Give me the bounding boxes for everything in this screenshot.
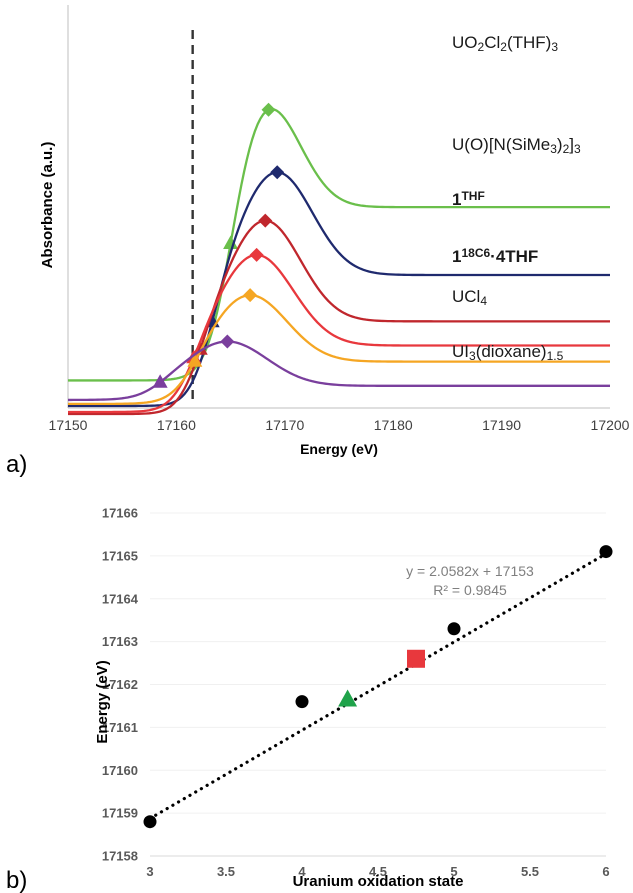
panel-b-y-tick: 17161 bbox=[102, 720, 138, 735]
panel-a-label: a) bbox=[6, 451, 27, 478]
data-point-circle bbox=[447, 622, 461, 636]
peak-diamond-marker bbox=[261, 102, 276, 117]
series-label: UI3(dioxane)1.5 bbox=[452, 342, 564, 363]
panel-a-spectra: 17150 17160 17170 17180 17190 17200 UO2Cl2(TH… bbox=[6, 5, 630, 478]
panel-b-y-tick: 17160 bbox=[102, 763, 138, 778]
panel-b-x-tick: 4 bbox=[298, 864, 306, 879]
edge-triangle-marker bbox=[187, 353, 203, 367]
panel-b-y-tick: 17164 bbox=[102, 591, 139, 606]
series-label: UO2Cl2(THF)3 bbox=[452, 33, 558, 54]
spectrum-line bbox=[68, 253, 610, 414]
spectrum-line bbox=[68, 219, 610, 416]
data-point-square bbox=[407, 649, 425, 668]
panel-b-y-axis-label: Energy (eV) bbox=[94, 660, 111, 743]
peak-diamond-marker bbox=[220, 334, 235, 349]
panel-b-x-tick: 4.5 bbox=[369, 864, 387, 879]
panel-b-x-tick: 3 bbox=[146, 864, 153, 879]
data-point-triangle bbox=[338, 689, 358, 707]
panel-b-y-tick: 17158 bbox=[102, 849, 138, 864]
panel-a-x-tick: 17190 bbox=[482, 417, 521, 433]
data-point-circle bbox=[599, 545, 613, 559]
data-point-circle bbox=[295, 695, 309, 709]
panel-a-y-axis-label: Absorbance (a.u.) bbox=[39, 142, 56, 269]
trendline bbox=[148, 552, 608, 821]
panel-b-x-tick: 3.5 bbox=[217, 864, 235, 879]
panel-b-scatter: 17158 17159 17160 17161 17162 17163 17164 17165… bbox=[6, 506, 613, 893]
panel-a-x-tick: 17160 bbox=[157, 417, 196, 433]
panel-a-x-tick: 17150 bbox=[49, 417, 88, 433]
peak-diamond-marker bbox=[243, 288, 258, 303]
panel-b-x-tick: 5.5 bbox=[521, 864, 539, 879]
edge-triangle-marker bbox=[223, 235, 239, 249]
panel-b-y-tick: 17163 bbox=[102, 634, 138, 649]
panel-b-y-tick: 17165 bbox=[102, 548, 138, 563]
series-label: 118C6·4THF bbox=[452, 246, 538, 266]
spectrum-line bbox=[68, 294, 610, 406]
r-squared: R² = 0.9845 bbox=[433, 582, 507, 598]
peak-diamond-marker bbox=[249, 247, 264, 262]
peak-diamond-marker bbox=[258, 213, 273, 228]
edge-triangle-marker bbox=[152, 374, 168, 388]
panel-b-y-tick: 17159 bbox=[102, 806, 138, 821]
panel-b-label: b) bbox=[6, 867, 27, 893]
panel-b-y-tick: 17166 bbox=[102, 506, 138, 521]
panel-a-x-tick: 17170 bbox=[265, 417, 304, 433]
panel-a-x-tick: 17200 bbox=[591, 417, 630, 433]
series-label: 1THF bbox=[452, 189, 485, 209]
panel-a-x-axis-label: Energy (eV) bbox=[300, 441, 378, 457]
peak-diamond-marker bbox=[270, 165, 285, 180]
panel-b-y-tick: 17162 bbox=[102, 677, 138, 692]
series-label: U(O)[N(SiMe3)2]3 bbox=[452, 135, 581, 156]
data-point-circle bbox=[143, 815, 157, 829]
trendline-equation: y = 2.0582x + 17153 bbox=[406, 563, 534, 579]
panel-b-x-tick: 6 bbox=[602, 864, 609, 879]
series-label: UCl4 bbox=[452, 287, 487, 308]
spectrum-line bbox=[68, 171, 610, 408]
panel-b-x-tick: 5 bbox=[450, 864, 457, 879]
panel-b-x-axis-label: Uranium oxidation state bbox=[293, 873, 464, 890]
panel-a-x-tick: 17180 bbox=[374, 417, 413, 433]
